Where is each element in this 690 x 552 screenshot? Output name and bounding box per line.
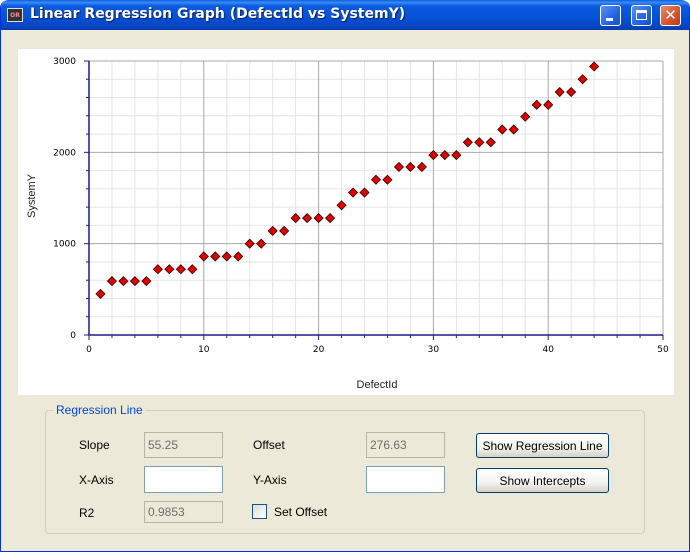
data-point: [359, 187, 370, 198]
window-title: Linear Regression Graph (DefectId vs Sys…: [30, 6, 406, 22]
data-point: [118, 276, 129, 287]
y-tick-label: 1000: [53, 240, 76, 250]
data-point: [439, 150, 450, 161]
minimize-icon: [606, 18, 613, 21]
data-point: [589, 61, 600, 72]
data-point: [566, 86, 577, 98]
close-icon: ✕: [664, 6, 677, 24]
title-bar[interactable]: OR Linear Regression Graph (DefectId vs …: [1, 0, 689, 30]
data-point: [474, 137, 485, 148]
y-tick-label: 0: [70, 331, 76, 341]
app-icon: OR: [7, 8, 23, 22]
data-point: [347, 187, 359, 198]
slope-label: Slope: [79, 438, 110, 452]
y-tick-label: 3000: [53, 57, 76, 67]
data-point: [256, 238, 267, 249]
data-point: [531, 99, 542, 110]
r2-field: [144, 501, 223, 523]
data-point: [370, 174, 382, 185]
data-point: [382, 174, 393, 185]
offset-field: [366, 432, 445, 458]
y-axis-title: SystemY: [26, 173, 38, 218]
maximize-icon: [636, 10, 647, 20]
data-point: [152, 264, 163, 275]
data-point: [313, 213, 324, 224]
data-point: [325, 213, 336, 224]
show-regression-line-button[interactable]: Show Regression Line: [476, 433, 609, 458]
x-tick-label: 30: [428, 345, 440, 355]
data-point: [428, 150, 439, 161]
data-point: [302, 213, 313, 224]
data-point: [164, 264, 175, 275]
data-point: [267, 225, 278, 236]
scatter-chart: 0 10 20 30 40 50 0 1000 2000 3000 DefectId System…: [26, 57, 669, 391]
x-axis-title: DefectId: [357, 379, 398, 391]
data-point: [451, 150, 462, 161]
data-point: [187, 264, 198, 275]
chart-panel: 0 10 20 30 40 50 0 1000 2000 3000 DefectId System…: [18, 49, 674, 395]
minimize-button[interactable]: [600, 5, 621, 26]
data-point: [497, 124, 508, 135]
y-tick-label: 2000: [53, 148, 76, 158]
data-point: [393, 161, 405, 173]
data-point: [106, 276, 118, 287]
set-offset-checkbox[interactable]: [252, 504, 267, 519]
data-point: [416, 161, 427, 173]
data-point: [290, 213, 301, 224]
data-point: [543, 99, 554, 110]
data-point: [520, 111, 531, 122]
data-point: [141, 276, 152, 287]
maximize-button[interactable]: [631, 5, 652, 26]
regression-line-group: [45, 410, 645, 534]
data-point: [279, 225, 290, 236]
show-intercepts-button[interactable]: Show Intercepts: [476, 468, 609, 493]
data-point: [95, 288, 106, 299]
x-axis-label: X-Axis: [79, 473, 114, 487]
data-point: [175, 264, 186, 275]
data-point: [198, 251, 209, 262]
close-button[interactable]: ✕: [660, 5, 681, 26]
data-point: [210, 251, 221, 262]
data-point: [405, 161, 416, 173]
slope-field: [144, 432, 223, 458]
regression-group-title: Regression Line: [53, 403, 146, 417]
data-point: [233, 251, 244, 262]
x-tick-label: 0: [86, 345, 92, 355]
x-tick-label: 20: [313, 345, 325, 355]
y-axis-label: Y-Axis: [253, 473, 287, 487]
offset-label: Offset: [253, 438, 285, 452]
data-point: [485, 137, 496, 148]
y-axis-input[interactable]: [366, 466, 445, 493]
data-point: [129, 276, 140, 287]
data-point: [508, 124, 519, 135]
x-axis-input[interactable]: [144, 466, 223, 493]
x-tick-label: 40: [542, 345, 554, 355]
data-point: [462, 137, 473, 148]
set-offset-label[interactable]: Set Offset: [274, 505, 328, 519]
data-point: [554, 86, 565, 98]
data-point: [221, 251, 232, 262]
r2-label: R2: [79, 506, 95, 520]
data-point: [244, 238, 255, 249]
x-tick-label: 10: [198, 345, 210, 355]
data-point: [336, 200, 347, 211]
data-point: [577, 74, 588, 85]
x-tick-label: 50: [657, 345, 669, 355]
